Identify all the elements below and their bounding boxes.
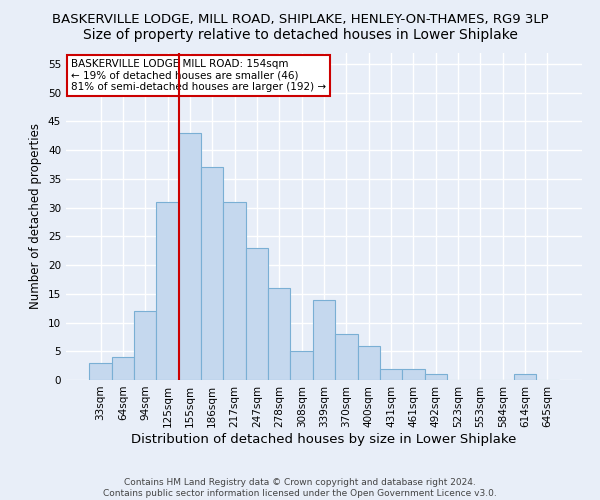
Text: BASKERVILLE LODGE MILL ROAD: 154sqm
← 19% of detached houses are smaller (46)
81: BASKERVILLE LODGE MILL ROAD: 154sqm ← 19… (71, 59, 326, 92)
Bar (223, 202, 246, 380)
Bar (380, 368, 402, 380)
Bar (425, 374, 447, 380)
Bar (402, 368, 425, 380)
Y-axis label: Number of detached properties: Number of detached properties (29, 123, 43, 309)
Bar (335, 334, 358, 380)
Bar (89, 363, 112, 380)
Text: Size of property relative to detached houses in Lower Shiplake: Size of property relative to detached ho… (83, 28, 517, 42)
Bar (358, 346, 380, 380)
Bar (134, 311, 157, 380)
Bar (514, 374, 536, 380)
Bar (201, 168, 223, 380)
Bar (268, 288, 290, 380)
Bar (313, 300, 335, 380)
Bar (290, 352, 313, 380)
Bar (157, 202, 179, 380)
Text: Contains HM Land Registry data © Crown copyright and database right 2024.
Contai: Contains HM Land Registry data © Crown c… (103, 478, 497, 498)
Bar (179, 133, 201, 380)
X-axis label: Distribution of detached houses by size in Lower Shiplake: Distribution of detached houses by size … (131, 432, 517, 446)
Bar (112, 357, 134, 380)
Text: BASKERVILLE LODGE, MILL ROAD, SHIPLAKE, HENLEY-ON-THAMES, RG9 3LP: BASKERVILLE LODGE, MILL ROAD, SHIPLAKE, … (52, 12, 548, 26)
Bar (246, 248, 268, 380)
